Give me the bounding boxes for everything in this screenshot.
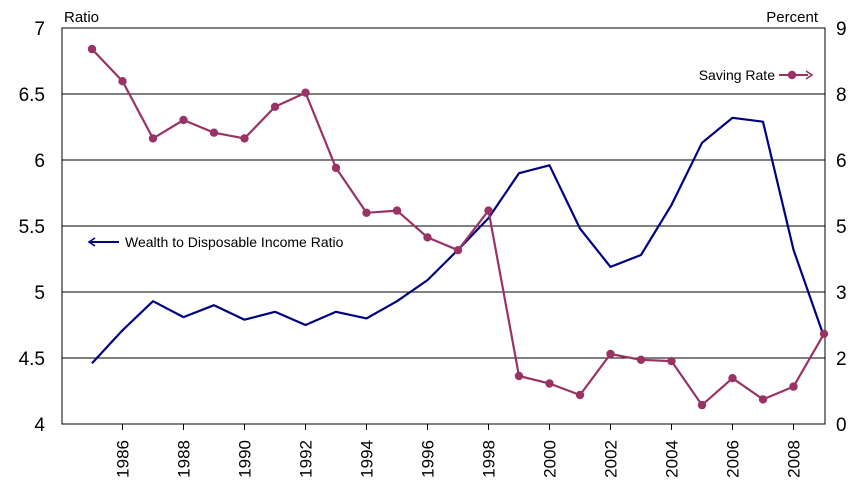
x-tick-label: 2004 xyxy=(663,440,682,478)
saving-rate-point xyxy=(697,400,707,410)
right-tick-label: 6 xyxy=(836,151,847,172)
x-tick-label: 1992 xyxy=(297,440,316,478)
legend-wealth-ratio-label: Wealth to Disposable Income Ratio xyxy=(125,234,344,250)
x-tick-label: 1990 xyxy=(236,440,255,478)
left-tick-label: 7 xyxy=(34,19,45,40)
saving-rate-point xyxy=(362,208,371,217)
plot-border xyxy=(61,27,826,425)
saving-rate-point xyxy=(636,355,646,364)
x-tick-label: 1986 xyxy=(114,440,133,478)
saving-rate-point xyxy=(514,371,524,381)
series xyxy=(87,44,829,410)
legend-wealth-ratio-arrow xyxy=(87,237,96,247)
saving-rate-point xyxy=(270,102,280,112)
x-tick-label: 2002 xyxy=(602,440,621,478)
saving-rate-point xyxy=(819,329,829,338)
right-axis-label: Percent xyxy=(766,9,819,26)
saving-rate-point xyxy=(545,379,554,388)
left-tick-label: 6.5 xyxy=(19,85,45,106)
left-tick-label: 5 xyxy=(34,283,45,304)
saving-rate-point xyxy=(331,163,341,173)
legend: Saving Rate Wealth to Disposable Income … xyxy=(87,67,814,250)
saving-rate-point xyxy=(87,44,97,54)
saving-rate-point xyxy=(667,356,676,366)
left-axis-label: Ratio xyxy=(64,9,99,26)
saving-rate-point xyxy=(575,390,585,400)
x-tick-label: 1996 xyxy=(419,440,438,478)
saving-rate-point xyxy=(484,206,493,215)
plot-frame xyxy=(61,27,826,425)
saving-rate-line xyxy=(91,48,825,407)
saving-rate-point xyxy=(209,128,219,137)
saving-rate-point xyxy=(301,88,310,97)
right-tick-label: 0 xyxy=(836,415,847,436)
x-tick-label: 2006 xyxy=(724,440,743,478)
left-tick-label: 4 xyxy=(34,415,45,436)
left-tick-label: 6 xyxy=(34,151,45,172)
saving-rate-point xyxy=(758,395,768,404)
saving-rate-point xyxy=(118,77,127,86)
legend-saving-rate-marker xyxy=(787,70,797,80)
left-tick-label: 5.5 xyxy=(19,217,45,238)
saving-rate-point xyxy=(728,374,737,383)
x-tick-label: 1994 xyxy=(358,440,377,478)
saving-rate-point xyxy=(423,233,432,242)
saving-rate-point xyxy=(392,206,402,215)
right-tick-label: 9 xyxy=(836,19,847,40)
right-tick-label: 5 xyxy=(836,217,847,238)
legend-saving-rate-label: Saving Rate xyxy=(699,67,775,83)
right-tick-label: 2 xyxy=(836,349,847,370)
saving-rate-point xyxy=(240,134,249,143)
saving-rate-point xyxy=(148,134,158,143)
saving-rate-point xyxy=(606,349,615,359)
saving-rate-point xyxy=(789,382,798,391)
legend-saving-rate-arrow xyxy=(805,70,814,80)
x-tick-label: 2000 xyxy=(541,440,560,478)
left-tick-label: 4.5 xyxy=(19,349,45,370)
right-tick-label: 8 xyxy=(836,85,847,106)
x-tick-label: 1998 xyxy=(480,440,499,478)
axes: Ratio Percent 4 4.5 5 5.5 6 6.5 7 0 2 3 5 6 8 9 1986 19… xyxy=(19,9,847,478)
x-tick-label: 1988 xyxy=(175,440,194,478)
saving-rate-point xyxy=(179,115,188,125)
x-tick-label: 2008 xyxy=(785,440,804,478)
gridlines xyxy=(62,93,825,359)
right-tick-label: 3 xyxy=(836,283,847,304)
saving-rate-point xyxy=(453,246,463,255)
